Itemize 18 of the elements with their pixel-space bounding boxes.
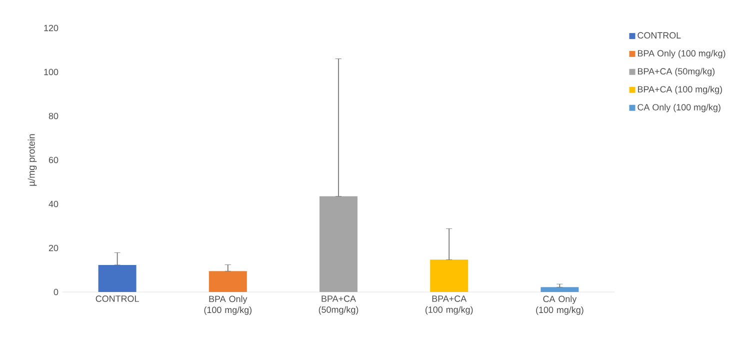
x-tick-label: CONTROL — [96, 296, 139, 302]
y-tick-label: 120 — [44, 24, 58, 32]
x-tick-label: BPA+CA (50mg/kg) — [318, 296, 358, 315]
legend-label: BPA+CA (100 mg/kg) — [638, 86, 722, 94]
y-tick-label: 20 — [48, 244, 58, 252]
legend-label: CONTROL — [638, 32, 681, 39]
y-tick-label: 60 — [48, 156, 58, 164]
y-tick-label: 100 — [44, 68, 58, 76]
x-tick-label: BPA Only (100 mg/kg) — [204, 296, 252, 315]
legend-label: BPA Only (100 mg/kg) — [638, 50, 726, 58]
y-tick-label: 0 — [54, 288, 58, 296]
y-axis-title: µ/mg protein — [28, 134, 37, 186]
y-tick-label: 40 — [48, 200, 58, 208]
x-tick-label: CA Only (100 mg/kg) — [536, 296, 584, 315]
y-tick-label: 80 — [48, 112, 58, 120]
legend-label: BPA+CA (50mg/kg) — [638, 68, 715, 76]
x-tick-label: BPA+CA (100 mg/kg) — [425, 296, 473, 315]
legend-label: CA Only (100 mg/kg) — [638, 104, 720, 112]
